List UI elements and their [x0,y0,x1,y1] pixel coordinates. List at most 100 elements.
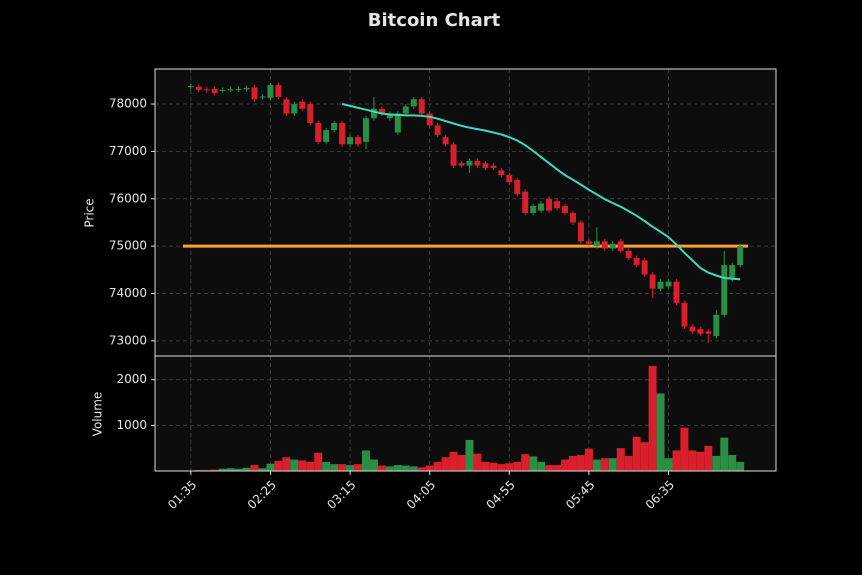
y-tick-label: 78000 [109,97,147,111]
candle-body [569,212,576,223]
volume-bar [314,452,323,471]
volume-bar [720,437,729,471]
volume-bar [489,462,498,471]
candle-body [402,106,409,114]
volume-bar [704,445,713,471]
volume-bar [377,465,386,471]
volume-bar [576,455,585,471]
volume-bar [401,465,410,471]
candle-body [450,144,457,166]
volume-bar [250,465,259,471]
candle-body [259,96,266,98]
volume-bar [521,454,530,471]
volume-bar [441,457,450,471]
candle-body [482,163,489,168]
volume-bar [457,455,466,471]
candle-body [625,250,632,258]
candle-body [474,160,481,166]
volume-bar [616,448,625,471]
volume-bar [298,460,307,471]
volume-bar [266,463,275,471]
y-tick-label: 75000 [109,239,147,253]
candle-body [522,191,529,213]
volume-bar [473,453,482,471]
volume-axis-label: Volume [91,392,105,437]
candle-body [283,99,290,114]
candle-body [657,281,664,289]
volume-bar [505,463,514,471]
candle-body [426,113,433,126]
volume-bar [608,458,617,471]
candle-body [187,86,194,88]
candle-body [609,243,616,249]
volume-bar [409,466,418,471]
volume-bar [322,461,331,471]
candle-body [386,113,393,119]
candle-body [577,222,584,242]
candle-body [195,86,202,90]
volume-bar [688,450,697,471]
volume-bar [282,457,291,471]
volume-bar [338,464,347,471]
volume-bar [728,455,737,471]
candle-body [267,85,274,98]
volume-bar [569,455,577,471]
candle-body [331,122,338,131]
candle-body [227,89,234,91]
volume-bar [330,464,339,471]
volume-bar [584,448,593,471]
volume-bar [624,455,633,471]
y-tick-label: 73000 [109,333,147,347]
candle-body [219,89,226,91]
candle-body [554,201,561,209]
candle-body [729,265,736,280]
volume-bar [592,459,601,471]
volume-bar [600,458,609,471]
candle-body [243,87,250,90]
volume-bar [218,468,227,471]
candle-body [649,274,656,289]
candle-body [211,88,218,94]
volume-bar [712,455,721,471]
candle-body [562,205,569,213]
volume-bar [425,465,434,471]
y-axis-label: Price [83,198,97,227]
volume-bar [736,461,745,471]
volume-bar [672,450,681,471]
candle-body [633,257,640,266]
volume-bar [449,451,458,471]
candle-body [705,331,712,334]
candle-body [665,281,672,287]
volume-bar [393,465,402,471]
volume-bar [346,465,355,471]
candle-body [418,99,425,114]
volume-tick-label: 2000 [116,372,147,386]
price-panel [155,69,776,356]
candle-body [442,137,449,145]
volume-bar [696,451,705,471]
candle-body [713,314,720,337]
y-tick-label: 76000 [109,191,147,205]
volume-bar [354,464,362,471]
candle-body [689,326,696,332]
candle-body [323,130,330,142]
volume-bar [640,442,649,471]
volume-bar [306,461,315,471]
candle-body [307,104,314,123]
candle-body [362,118,369,142]
candle-body [315,122,322,142]
volume-bar [369,459,378,471]
candle-body [370,108,377,119]
volume-bar [226,468,235,471]
volume-bar [497,464,506,471]
candle-body [347,137,354,145]
candle-body [235,88,242,90]
chart-title: Bitcoin Chart [368,10,501,31]
volume-bar [632,436,641,471]
candle-body [275,85,282,97]
candle-body [355,137,362,145]
volume-bar [417,467,426,471]
candle-body [673,281,680,303]
candle-body [641,260,648,275]
